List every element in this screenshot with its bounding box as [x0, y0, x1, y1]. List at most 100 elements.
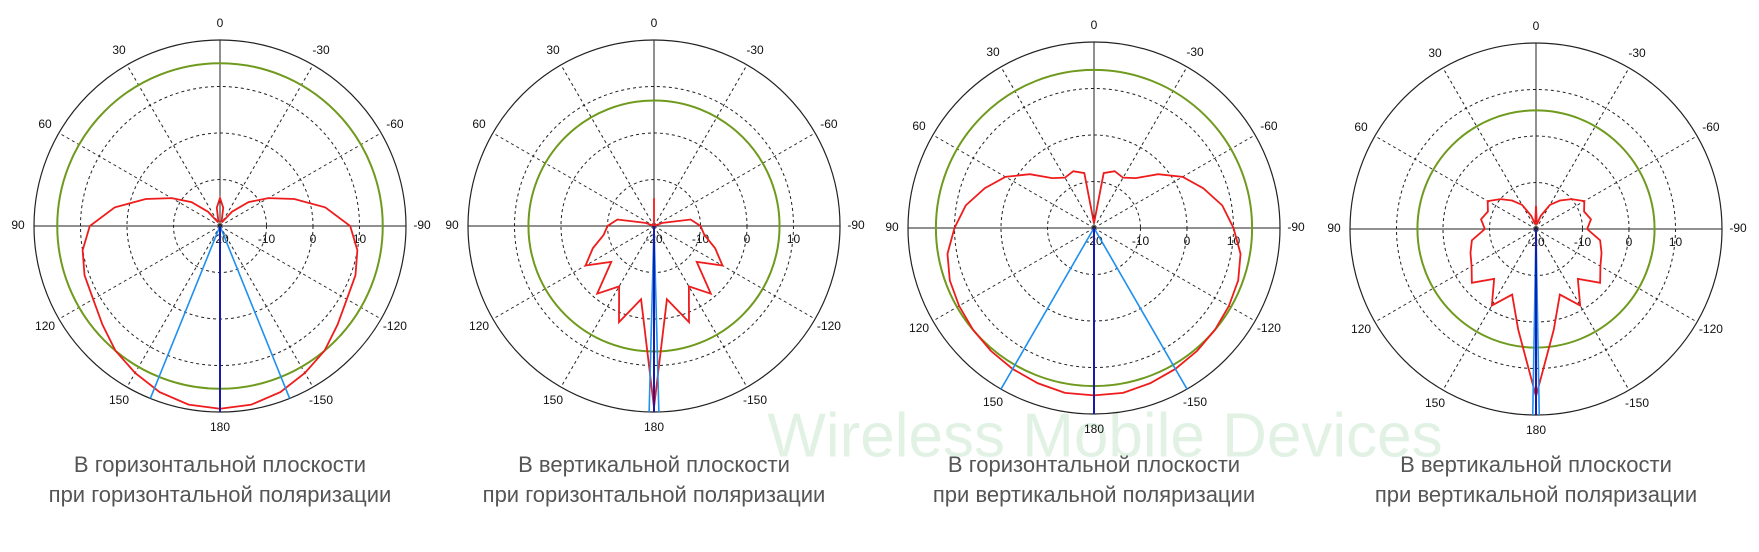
polar-chart: -20-100100306090120150180-150-120-90-60-…	[445, 16, 865, 507]
grid-spoke	[219, 225, 382, 320]
theta-tick-label: 180	[1526, 423, 1546, 437]
theta-tick-label: 150	[109, 393, 129, 407]
theta-tick-label: 120	[469, 319, 489, 333]
grid-spoke	[1093, 66, 1188, 229]
grid-spoke	[1535, 228, 1630, 391]
theta-tick-label: -120	[817, 319, 841, 333]
r-tick-label: 0	[1626, 235, 1633, 249]
grid-spoke	[219, 64, 314, 227]
theta-tick-label: -30	[746, 43, 764, 57]
theta-tick-label: 90	[11, 218, 25, 232]
beam-marker	[149, 225, 221, 399]
caption: В горизонтальной плоскости	[948, 452, 1240, 477]
theta-tick-label: 0	[1091, 18, 1098, 32]
pattern-curve	[1469, 198, 1603, 400]
theta-tick-label: -120	[383, 319, 407, 333]
grid-spoke	[219, 225, 314, 388]
theta-tick-label: -90	[1287, 220, 1305, 234]
polar-chart: -20-100100306090120150180-150-120-90-60-…	[885, 18, 1305, 507]
pattern-curve	[946, 170, 1242, 397]
theta-tick-label: 30	[546, 43, 560, 57]
theta-tick-label: -90	[413, 218, 431, 232]
theta-tick-label: -60	[1702, 120, 1720, 134]
theta-tick-label: -90	[847, 218, 865, 232]
r-tick-label: 10	[787, 232, 801, 246]
theta-tick-label: 120	[909, 321, 929, 335]
grid-spoke	[1535, 228, 1698, 323]
grid-spoke	[1442, 228, 1537, 391]
r-tick-label: 10	[1227, 234, 1241, 248]
grid-spoke	[932, 227, 1095, 322]
grid-spoke	[126, 64, 221, 227]
theta-tick-label: -150	[1625, 396, 1649, 410]
grid-spoke	[126, 225, 221, 388]
theta-tick-label: 60	[912, 119, 926, 133]
r-tick-label: 0	[744, 232, 751, 246]
caption: при вертикальной поляризации	[1375, 482, 1697, 507]
theta-tick-label: 180	[644, 420, 664, 434]
theta-tick-label: -150	[743, 393, 767, 407]
theta-tick-label: 30	[986, 45, 1000, 59]
theta-tick-label: -120	[1257, 321, 1281, 335]
theta-tick-label: 30	[112, 43, 126, 57]
grid-spoke	[219, 132, 382, 227]
theta-tick-label: 60	[472, 117, 486, 131]
grid-spoke	[492, 132, 655, 227]
grid-spoke	[1535, 67, 1630, 230]
theta-tick-label: -150	[309, 393, 333, 407]
theta-tick-label: 180	[210, 420, 230, 434]
grid-spoke	[932, 134, 1095, 229]
theta-tick-label: 150	[983, 395, 1003, 409]
theta-tick-label: 90	[445, 218, 459, 232]
r-tick-label: 0	[1184, 234, 1191, 248]
theta-tick-label: -30	[312, 43, 330, 57]
grid-spoke	[1442, 67, 1537, 230]
watermark: Wireless Mobile Devices	[767, 401, 1442, 470]
theta-tick-label: 0	[1533, 19, 1540, 33]
grid-spoke	[653, 132, 816, 227]
theta-tick-label: -60	[386, 117, 404, 131]
caption: В горизонтальной плоскости	[74, 452, 366, 477]
grid-spoke	[560, 64, 655, 227]
grid-spoke	[58, 132, 221, 227]
grid-spoke	[653, 225, 748, 388]
grid-spoke	[492, 225, 655, 320]
theta-tick-label: 0	[651, 16, 658, 30]
theta-tick-label: 0	[217, 16, 224, 30]
theta-tick-label: 60	[1354, 120, 1368, 134]
theta-tick-label: -30	[1628, 46, 1646, 60]
caption: при горизонтальной поляризации	[49, 482, 392, 507]
beam-marker	[1000, 227, 1095, 390]
theta-tick-label: -60	[1260, 119, 1278, 133]
theta-tick-label: -60	[820, 117, 838, 131]
theta-tick-label: 90	[885, 220, 899, 234]
r-tick-label: -10	[258, 232, 276, 246]
theta-tick-label: -30	[1186, 45, 1204, 59]
theta-tick-label: 150	[1425, 396, 1445, 410]
r-tick-label: 10	[353, 232, 367, 246]
caption: В вертикальной плоскости	[518, 452, 790, 477]
r-tick-label: 0	[310, 232, 317, 246]
grid-spoke	[1374, 135, 1537, 230]
theta-tick-label: 30	[1428, 46, 1442, 60]
theta-tick-label: 120	[35, 319, 55, 333]
theta-tick-label: 90	[1327, 221, 1341, 235]
grid-spoke	[1374, 228, 1537, 323]
grid-spoke	[58, 225, 221, 320]
theta-tick-label: 60	[38, 117, 52, 131]
r-tick-label: 10	[1669, 235, 1683, 249]
caption: В вертикальной плоскости	[1400, 452, 1672, 477]
grid-spoke	[653, 64, 748, 227]
grid-spoke	[1093, 227, 1256, 322]
theta-tick-label: -120	[1699, 322, 1723, 336]
pattern-curve	[81, 195, 359, 410]
r-tick-label: -10	[1132, 234, 1150, 248]
beam-marker	[1093, 227, 1188, 390]
grid-spoke	[1000, 66, 1095, 229]
theta-tick-label: 120	[1351, 322, 1371, 336]
grid-spoke	[1093, 134, 1256, 229]
theta-tick-label: 150	[543, 393, 563, 407]
caption: при горизонтальной поляризации	[483, 482, 826, 507]
r-tick-label: -10	[1574, 235, 1592, 249]
grid-spoke	[1535, 135, 1698, 230]
